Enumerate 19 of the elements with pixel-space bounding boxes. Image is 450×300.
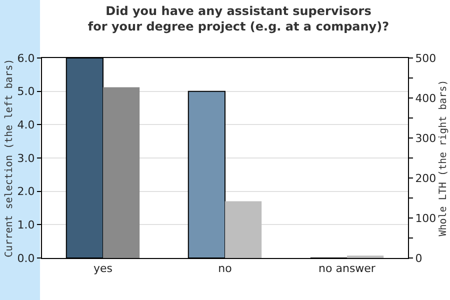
chart-title: Did you have any assistant supervisors for your degree project (e.g. at a company)? [88,4,390,34]
y2-tick-label: 0 [415,252,422,265]
y-tick-label: 5.0 [17,85,35,98]
y-tick-label: 6.0 [17,52,35,65]
y-tick-label: 1.0 [17,218,35,232]
y2-tick-label: 300 [415,132,436,145]
y2-tick-label: 100 [415,212,436,225]
y2-tick-label: 400 [415,92,436,105]
y-tick-label: 2.0 [17,185,35,198]
y-axis-title: Current selection (the left bars) [4,58,15,258]
y2-tick-label: 500 [415,52,436,65]
y-tick-label: 0.0 [17,252,35,265]
y-tick-label: 4.0 [17,118,35,132]
y-tick-label: 3.0 [17,152,35,165]
y2-axis-title: Whole LTH (the right bars) [438,80,450,236]
x-tick-label: no answer [318,262,376,276]
y2-tick-label: 200 [415,172,436,185]
x-tick-label: yes [93,262,113,276]
x-tick-label: no [218,262,232,276]
